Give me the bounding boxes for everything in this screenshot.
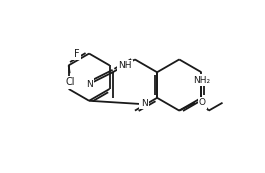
Text: N: N [141,99,147,108]
Text: NH: NH [118,61,132,70]
Text: NH₂: NH₂ [193,76,210,85]
Text: O: O [199,98,206,107]
Text: N: N [86,80,92,89]
Text: F: F [74,49,79,58]
Text: Cl: Cl [66,77,75,87]
